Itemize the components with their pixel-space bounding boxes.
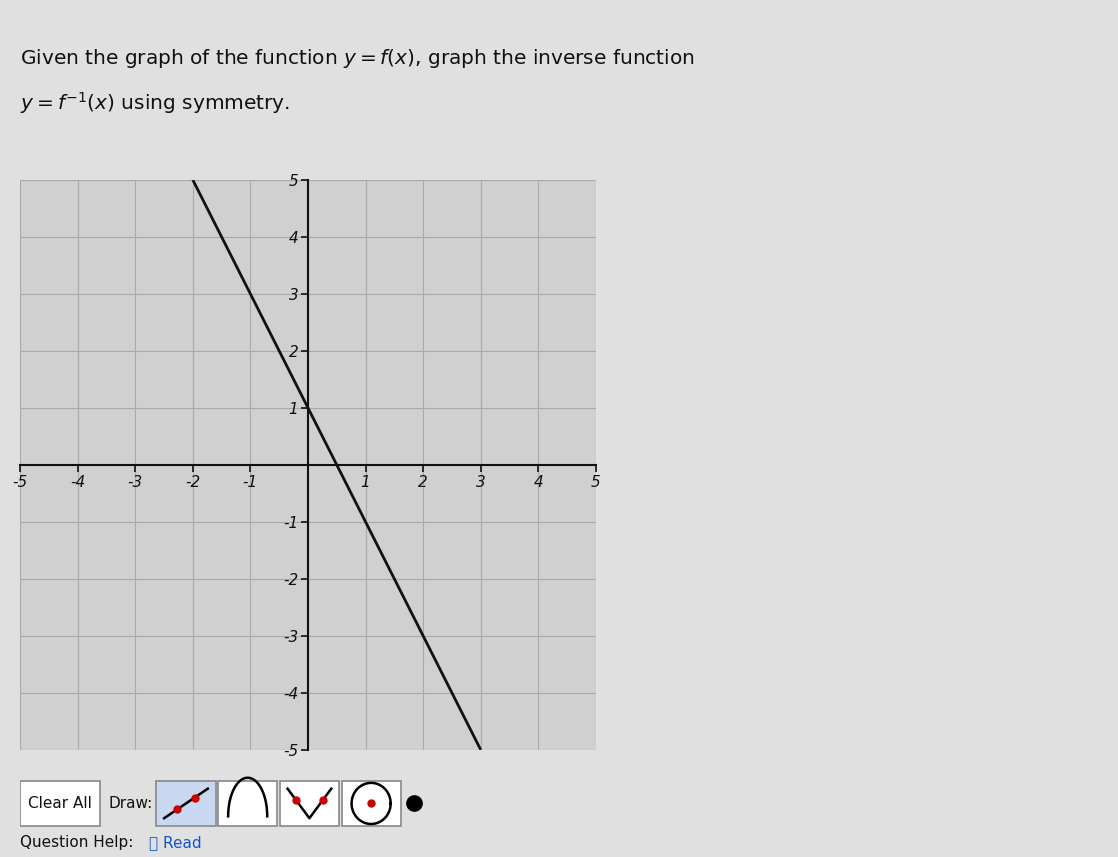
Text: Draw:: Draw: xyxy=(108,796,153,811)
FancyBboxPatch shape xyxy=(20,781,100,826)
FancyBboxPatch shape xyxy=(157,781,216,826)
FancyBboxPatch shape xyxy=(280,781,339,826)
Text: Clear All: Clear All xyxy=(28,796,92,811)
Text: Given the graph of the function $y = f(x)$, graph the inverse function: Given the graph of the function $y = f(x… xyxy=(20,47,695,70)
Text: 📋 Read: 📋 Read xyxy=(149,835,201,850)
Text: $y = f^{-1}(x)$ using symmetry.: $y = f^{-1}(x)$ using symmetry. xyxy=(20,90,291,116)
FancyBboxPatch shape xyxy=(342,781,400,826)
FancyBboxPatch shape xyxy=(218,781,277,826)
Text: Question Help:: Question Help: xyxy=(20,835,139,850)
